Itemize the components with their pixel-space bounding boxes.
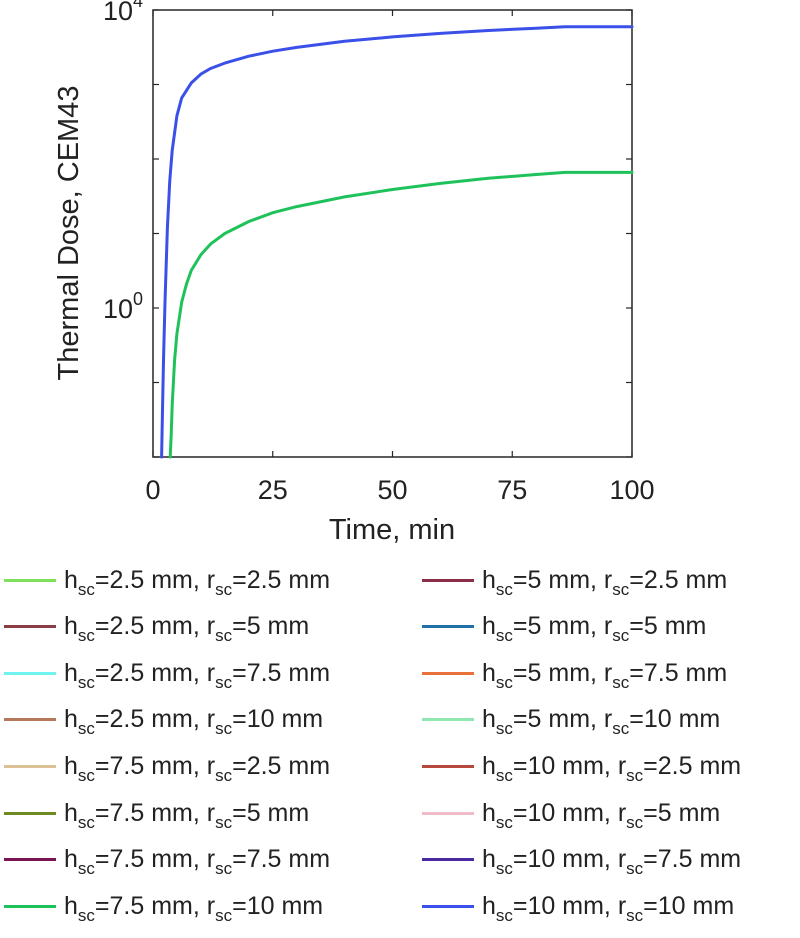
legend-h-value: 2.5 mm bbox=[109, 612, 193, 641]
series-line-14 bbox=[168, 170, 634, 459]
legend-r-value: 5 mm bbox=[657, 798, 721, 827]
legend-label: hsc=5 mm, rsc=5 mm bbox=[482, 612, 707, 646]
legend-label: hsc=2.5 mm, rsc=7.5 mm bbox=[64, 658, 331, 692]
legend-r-value: 5 mm bbox=[246, 798, 310, 827]
legend-h-value: 5 mm bbox=[527, 612, 591, 641]
legend-label: hsc=10 mm, rsc=10 mm bbox=[482, 891, 735, 925]
plot-area bbox=[152, 9, 633, 458]
legend-item: hsc=2.5 mm, rsc=7.5 mm bbox=[4, 653, 330, 693]
legend-r-value: 10 mm bbox=[246, 705, 324, 734]
legend-r-value: 2.5 mm bbox=[643, 565, 728, 594]
legend-label: hsc=2.5 mm, rsc=5 mm bbox=[64, 612, 310, 646]
legend-label: hsc=7.5 mm, rsc=2.5 mm bbox=[64, 751, 331, 785]
legend-line-swatch bbox=[422, 625, 474, 629]
legend-label: hsc=7.5 mm, rsc=10 mm bbox=[64, 891, 324, 925]
x-tick-label: 75 bbox=[497, 475, 527, 505]
legend-item: hsc=10 mm, rsc=10 mm bbox=[422, 886, 734, 926]
legend-item: hsc=7.5 mm, rsc=2.5 mm bbox=[4, 746, 330, 786]
legend-r-value: 10 mm bbox=[643, 705, 721, 734]
axis-ticks bbox=[152, 9, 633, 458]
legend-item: hsc=5 mm, rsc=10 mm bbox=[422, 700, 720, 740]
legend-h-value: 10 mm bbox=[527, 845, 604, 874]
legend-line-swatch bbox=[4, 811, 56, 815]
legend-r-value: 2.5 mm bbox=[657, 751, 742, 780]
chart-legend: hsc=2.5 mm, rsc=2.5 mm hsc=5 mm, rsc=2.5 … bbox=[0, 560, 800, 938]
legend-line-swatch bbox=[4, 904, 56, 908]
legend-h-value: 10 mm bbox=[527, 798, 604, 827]
legend-item: hsc=10 mm, rsc=5 mm bbox=[422, 793, 720, 833]
legend-line-swatch bbox=[4, 858, 56, 862]
legend-item: hsc=7.5 mm, rsc=5 mm bbox=[4, 793, 309, 833]
legend-r-value: 10 mm bbox=[246, 891, 324, 920]
legend-line-swatch bbox=[4, 718, 56, 722]
legend-line-swatch bbox=[422, 764, 474, 768]
legend-label: hsc=7.5 mm, rsc=7.5 mm bbox=[64, 845, 331, 879]
legend-item: hsc=10 mm, rsc=7.5 mm bbox=[422, 840, 741, 880]
legend-h-value: 7.5 mm bbox=[109, 751, 193, 780]
x-axis-label: Time, min bbox=[329, 514, 455, 546]
legend-item: hsc=7.5 mm, rsc=10 mm bbox=[4, 886, 323, 926]
legend-h-value: 7.5 mm bbox=[109, 798, 193, 827]
legend-item: hsc=2.5 mm, rsc=2.5 mm bbox=[4, 560, 330, 600]
legend-h-value: 2.5 mm bbox=[109, 658, 193, 687]
legend-label: hsc=2.5 mm, rsc=10 mm bbox=[64, 705, 324, 739]
legend-label: hsc=5 mm, rsc=7.5 mm bbox=[482, 658, 728, 692]
legend-line-swatch bbox=[4, 671, 56, 675]
legend-item: hsc=5 mm, rsc=5 mm bbox=[422, 607, 706, 647]
legend-item: hsc=7.5 mm, rsc=7.5 mm bbox=[4, 840, 330, 880]
legend-line-swatch bbox=[422, 858, 474, 862]
legend-label: hsc=10 mm, rsc=2.5 mm bbox=[482, 751, 742, 785]
legend-line-swatch bbox=[4, 625, 56, 629]
legend-label: hsc=7.5 mm, rsc=5 mm bbox=[64, 798, 310, 832]
legend-h-value: 7.5 mm bbox=[109, 845, 193, 874]
legend-line-swatch bbox=[422, 904, 474, 908]
legend-r-value: 2.5 mm bbox=[246, 751, 331, 780]
legend-label: hsc=10 mm, rsc=5 mm bbox=[482, 798, 721, 832]
y-tick-label: 104 bbox=[103, 0, 143, 26]
tick-labels: 0 25 50 75 100 100 104 bbox=[103, 0, 655, 505]
x-tick-label: 100 bbox=[609, 475, 654, 505]
thermal-dose-chart: 0 25 50 75 100 100 104 Time, min Thermal Dose,… bbox=[53, 0, 655, 546]
legend-h-value: 5 mm bbox=[527, 565, 591, 594]
legend-item: hsc=10 mm, rsc=2.5 mm bbox=[422, 746, 741, 786]
legend-h-value: 10 mm bbox=[527, 751, 604, 780]
legend-r-value: 7.5 mm bbox=[246, 845, 331, 874]
x-tick-label: 25 bbox=[258, 475, 288, 505]
legend-item: hsc=5 mm, rsc=7.5 mm bbox=[422, 653, 727, 693]
legend-label: hsc=5 mm, rsc=10 mm bbox=[482, 705, 721, 739]
legend-label: hsc=2.5 mm, rsc=2.5 mm bbox=[64, 565, 331, 599]
legend-item: hsc=5 mm, rsc=2.5 mm bbox=[422, 560, 727, 600]
legend-item: hsc=2.5 mm, rsc=5 mm bbox=[4, 607, 309, 647]
legend-r-value: 5 mm bbox=[643, 612, 707, 641]
legend-label: hsc=5 mm, rsc=2.5 mm bbox=[482, 565, 728, 599]
legend-h-value: 5 mm bbox=[527, 705, 591, 734]
legend-r-value: 2.5 mm bbox=[246, 565, 331, 594]
y-axis-label: Thermal Dose, CEM43 bbox=[53, 86, 85, 381]
legend-line-swatch bbox=[422, 718, 474, 722]
legend-line-swatch bbox=[4, 578, 56, 582]
legend-line-swatch bbox=[422, 811, 474, 815]
x-tick-label: 50 bbox=[377, 475, 407, 505]
legend-h-value: 10 mm bbox=[527, 891, 604, 920]
legend-r-value: 7.5 mm bbox=[657, 845, 742, 874]
series-layer bbox=[160, 25, 634, 459]
legend-label: hsc=10 mm, rsc=7.5 mm bbox=[482, 845, 742, 879]
legend-r-value: 5 mm bbox=[246, 612, 310, 641]
x-tick-label: 0 bbox=[145, 475, 160, 505]
legend-h-value: 2.5 mm bbox=[109, 705, 193, 734]
legend-h-value: 2.5 mm bbox=[109, 565, 193, 594]
series-line-15 bbox=[160, 25, 634, 459]
legend-r-value: 10 mm bbox=[657, 891, 735, 920]
y-tick-label: 100 bbox=[103, 289, 143, 324]
legend-h-value: 7.5 mm bbox=[109, 891, 193, 920]
legend-h-value: 5 mm bbox=[527, 658, 591, 687]
legend-line-swatch bbox=[4, 764, 56, 768]
legend-r-value: 7.5 mm bbox=[246, 658, 331, 687]
legend-line-swatch bbox=[422, 578, 474, 582]
legend-line-swatch bbox=[422, 671, 474, 675]
legend-r-value: 7.5 mm bbox=[643, 658, 728, 687]
legend-item: hsc=2.5 mm, rsc=10 mm bbox=[4, 700, 323, 740]
